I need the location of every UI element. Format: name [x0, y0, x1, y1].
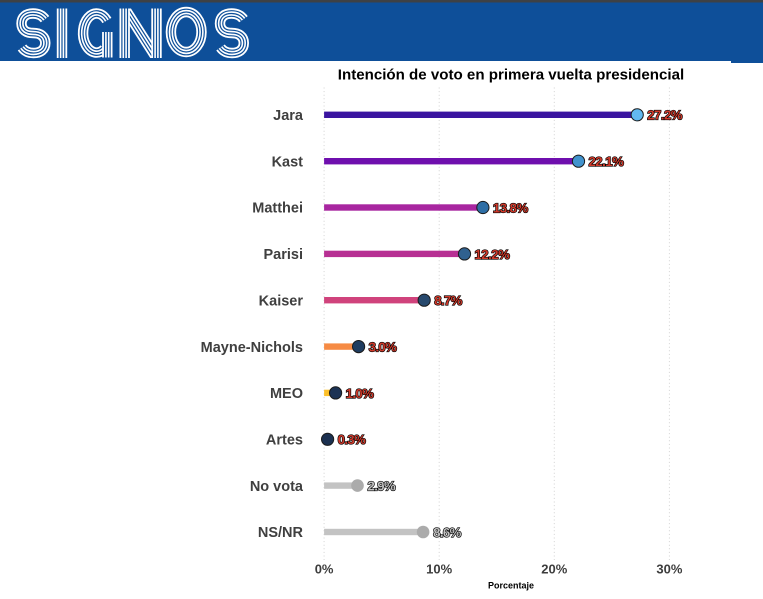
- svg-text:0.3%: 0.3%: [338, 432, 366, 447]
- svg-text:1.0%: 1.0%: [346, 386, 374, 401]
- svg-text:22.1%: 22.1%: [589, 154, 625, 169]
- svg-text:NS/NR: NS/NR: [258, 525, 304, 541]
- svg-text:2.9%: 2.9%: [368, 479, 396, 494]
- svg-text:10%: 10%: [426, 561, 452, 576]
- svg-text:13.8%: 13.8%: [493, 200, 529, 215]
- svg-text:Kast: Kast: [272, 154, 304, 170]
- svg-text:Artes: Artes: [266, 433, 303, 449]
- svg-text:27.2%: 27.2%: [647, 108, 683, 123]
- svg-text:Intención de voto en primera v: Intención de voto en primera vuelta pres…: [338, 66, 684, 83]
- svg-text:Kaiser: Kaiser: [259, 293, 304, 309]
- svg-text:20%: 20%: [541, 561, 567, 576]
- svg-text:30%: 30%: [656, 561, 682, 576]
- svg-text:8.6%: 8.6%: [433, 525, 461, 540]
- svg-text:Matthei: Matthei: [252, 201, 303, 217]
- svg-text:Porcentaje: Porcentaje: [488, 581, 534, 591]
- svg-text:0%: 0%: [315, 561, 334, 576]
- svg-text:8.7%: 8.7%: [434, 293, 462, 308]
- svg-text:Jara: Jara: [273, 108, 304, 124]
- svg-text:3.0%: 3.0%: [369, 340, 397, 355]
- svg-text:Parisi: Parisi: [264, 247, 304, 263]
- svg-text:Mayne-Nichols: Mayne-Nichols: [201, 340, 303, 356]
- svg-text:MEO: MEO: [270, 386, 303, 402]
- svg-text:No vota: No vota: [250, 479, 304, 495]
- svg-text:12.2%: 12.2%: [475, 247, 511, 262]
